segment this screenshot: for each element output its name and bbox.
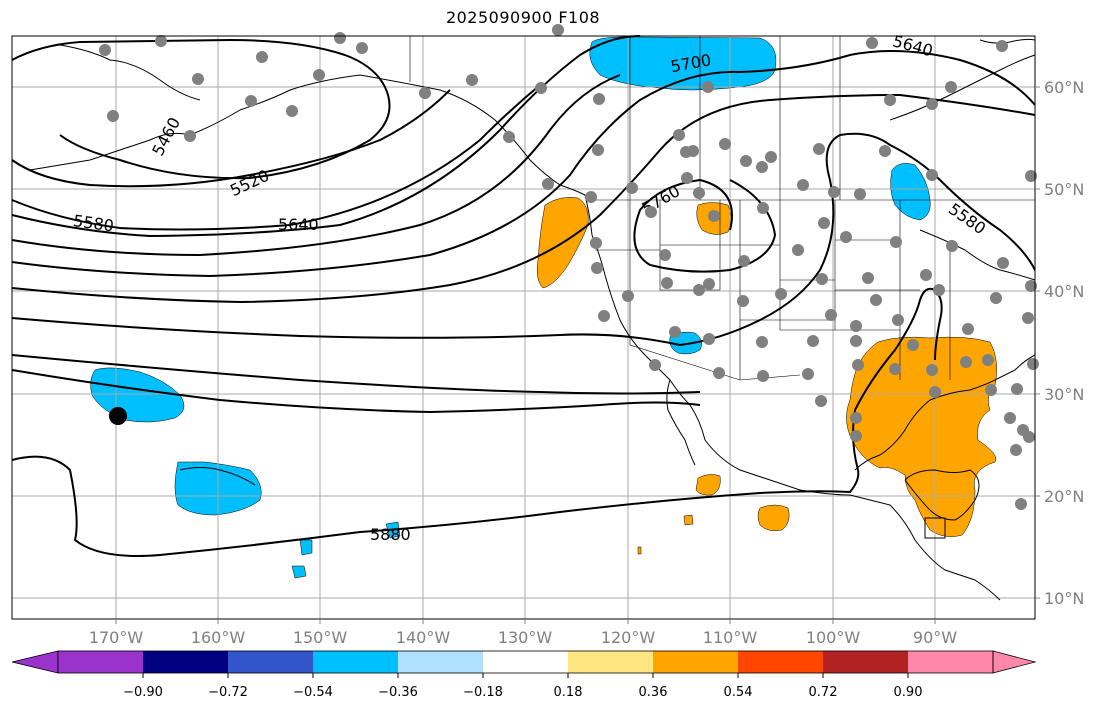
lat-axis: 60°N 50°N 40°N 30°N 20°N 10°N: [1035, 78, 1084, 608]
positive-anomaly-area: [683, 514, 694, 526]
negative-anomaly-area: [890, 163, 931, 221]
colorbar-over-arrow: [992, 650, 1037, 674]
colorbar-segment: [228, 651, 313, 673]
positive-anomaly-area: [695, 474, 721, 496]
graticule: [12, 36, 1035, 619]
negative-anomaly-area: [669, 331, 702, 355]
colorbar-segment: [568, 651, 653, 673]
contour-label: 5640: [278, 215, 319, 234]
colorbar-tick-label: −0.36: [378, 685, 418, 700]
station-dots: [99, 24, 1039, 510]
colorbar-segment: [738, 651, 823, 673]
lon-tick-label: 110°W: [703, 628, 758, 647]
highlight-station-dot: [109, 407, 127, 425]
colorbar-tick-label: −0.90: [123, 685, 163, 700]
positive-anomaly-area: [637, 546, 642, 555]
positive-anomaly-area: [846, 336, 997, 537]
colorbar-tick-label: 0.36: [639, 685, 668, 700]
height-contours: [11, 35, 1036, 557]
political-borders: [409, 36, 1035, 381]
negative-anomaly-area: [291, 565, 307, 579]
colorbar-segment: [653, 651, 738, 673]
contour-label: 5880: [370, 525, 411, 544]
colorbar-under-arrow: [11, 650, 59, 674]
colorbar-segment: [398, 651, 483, 673]
lat-tick-label: 30°N: [1044, 385, 1084, 404]
lat-tick-label: 20°N: [1044, 487, 1084, 506]
colorbar-segment: [313, 651, 398, 673]
colorbar-tick-label: 0.18: [554, 685, 583, 700]
lon-tick-label: 100°W: [806, 628, 861, 647]
colorbar-tick-label: −0.18: [463, 685, 503, 700]
lon-tick-label: 150°W: [293, 628, 348, 647]
lon-tick-label: 160°W: [191, 628, 246, 647]
lat-tick-label: 60°N: [1044, 78, 1084, 97]
lon-tick-label: 130°W: [498, 628, 553, 647]
lat-tick-label: 10°N: [1044, 589, 1084, 608]
colorbar-segment: [823, 651, 908, 673]
colorbar-segment: [483, 651, 568, 673]
colorbar-segment: [143, 651, 228, 673]
colorbar-segment: [58, 651, 143, 673]
positive-anomaly-area: [757, 504, 790, 532]
colorbar: −0.90 −0.72 −0.54 −0.36 −0.18 0.18 0.36 …: [11, 650, 1037, 700]
map-title: 2025090900 F108: [445, 8, 601, 27]
lon-tick-label: 120°W: [601, 628, 656, 647]
negative-anomaly-area: [299, 539, 313, 556]
lat-tick-label: 50°N: [1044, 180, 1084, 199]
lat-tick-label: 40°N: [1044, 282, 1084, 301]
lon-tick-label: 90°W: [913, 628, 957, 647]
colorbar-segment: [908, 651, 993, 673]
lon-tick-label: 170°W: [89, 628, 144, 647]
colorbar-tick-label: 0.54: [724, 685, 753, 700]
coastlines: [29, 38, 1036, 601]
colorbar-tick-label: 0.90: [894, 685, 923, 700]
colorbar-tick-label: −0.72: [208, 685, 248, 700]
lon-axis: 170°W 160°W 150°W 140°W 130°W 120°W 110°…: [89, 619, 957, 647]
colorbar-tick-label: −0.54: [293, 685, 333, 700]
lon-tick-label: 140°W: [396, 628, 451, 647]
colorbar-tick-label: 0.72: [809, 685, 838, 700]
map-frame: [11, 35, 1036, 620]
